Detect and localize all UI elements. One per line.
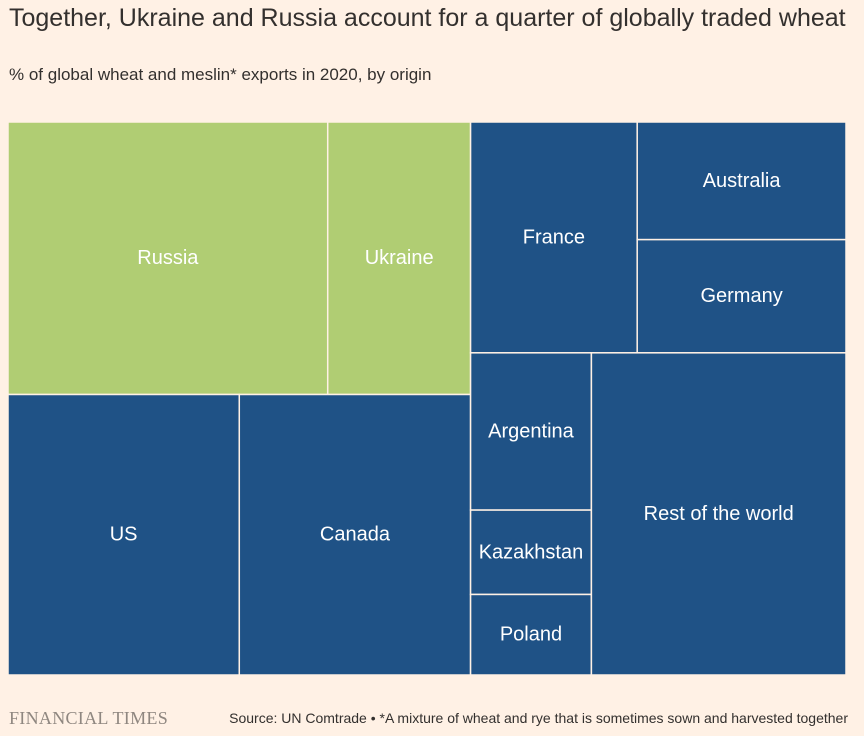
tile-label-us: US [110, 524, 138, 546]
tile-poland [469, 593, 593, 676]
footer: FINANCIAL TIMES Source: UN Comtrade • *A… [9, 705, 855, 733]
tile-label-ukraine: Ukraine [365, 247, 434, 269]
tile-label-france: France [523, 226, 585, 248]
tile-russia [7, 121, 329, 396]
tile-argentina [469, 352, 593, 511]
chart-subtitle: % of global wheat and meslin* exports in… [9, 65, 432, 84]
tile-label-russia: Russia [137, 247, 199, 269]
tile-kazakhstan [469, 509, 593, 596]
chart-title: Together, Ukraine and Russia account for… [9, 4, 846, 32]
tile-germany [636, 238, 847, 354]
tile-label-rest-of-the-world: Rest of the world [644, 503, 794, 525]
tile-rest-of-the-world [590, 352, 847, 676]
tile-label-australia: Australia [703, 170, 782, 192]
tile-us [7, 393, 241, 676]
tile-label-kazakhstan: Kazakhstan [479, 541, 584, 563]
ft-logo: FINANCIAL TIMES [9, 708, 169, 728]
tile-label-canada: Canada [320, 524, 391, 546]
tile-label-argentina: Argentina [488, 420, 574, 442]
tile-canada [238, 393, 472, 676]
tile-label-poland: Poland [500, 624, 562, 646]
source-note: Source: UN Comtrade • *A mixture of whea… [229, 710, 848, 726]
tile-label-germany: Germany [700, 285, 782, 307]
